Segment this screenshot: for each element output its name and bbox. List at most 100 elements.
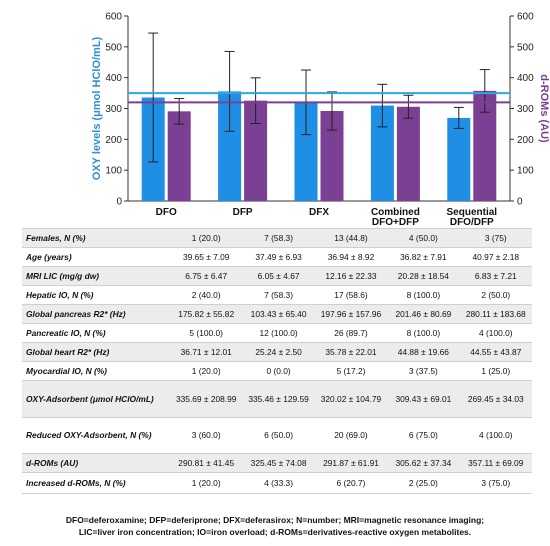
table-cell: 4 (50.0) xyxy=(387,228,460,248)
table-cell: 4 (100.0) xyxy=(459,323,532,343)
table-cell: 3 (37.5) xyxy=(387,361,460,381)
y-axis-left-title: OXY levels (μmol HClO/mL) xyxy=(91,36,103,180)
y-left-tick-label: 500 xyxy=(105,42,122,53)
table-cell: 6.75 ± 6.47 xyxy=(170,266,243,286)
y-right-tick-label: 100 xyxy=(517,166,534,177)
table-cell: 6.05 ± 4.67 xyxy=(242,266,315,286)
category-label: Combined xyxy=(371,207,420,218)
row-label: Pancreatic IO, N (%) xyxy=(22,323,170,343)
table-cell: 197.96 ± 157.96 xyxy=(314,304,388,324)
row-label: Hepatic IO, N (%) xyxy=(22,285,170,305)
bar-droms xyxy=(396,106,420,201)
bar-droms xyxy=(244,100,268,201)
table-cell: 357.11 ± 69.09 xyxy=(459,453,532,473)
bar-oxy xyxy=(294,102,318,201)
table-cell: 4 (100.0) xyxy=(459,417,532,454)
table-row: d-ROMs (AU) 290.81 ± 41.45 325.45 ± 74.08 2… xyxy=(22,453,532,473)
combined-bar-chart: 0 0 100 100 200 200 300 300 400 400 500 500 600 600 OX… xyxy=(91,12,550,229)
y-left-tick-label: 600 xyxy=(105,12,122,23)
bar-oxy xyxy=(370,105,394,201)
table-cell: 305.62 ± 37.34 xyxy=(387,453,460,473)
y-left-tick-label: 300 xyxy=(105,104,122,115)
y-left-tick-label: 200 xyxy=(105,135,122,146)
table-row: Global pancreas R2* (Hz) 175.82 ± 55.82 10… xyxy=(22,304,532,324)
table-cell: 325.45 ± 74.08 xyxy=(242,453,315,473)
table-cell: 280.11 ± 183.68 xyxy=(459,304,532,324)
y-left-tick-label: 0 xyxy=(116,197,122,208)
table-cell: 2 (50.0) xyxy=(459,285,532,305)
table-cell: 291.87 ± 61.91 xyxy=(314,453,388,473)
table-cell: 269.45 ± 34.03 xyxy=(459,380,532,418)
category-label: DFO+DFP xyxy=(372,217,419,228)
table-cell: 1 (25.0) xyxy=(459,361,532,381)
table-cell: 2 (40.0) xyxy=(170,285,243,305)
table-row: Global heart R2* (Hz) 36.71 ± 12.01 25.24 … xyxy=(22,342,532,362)
y-left-tick-label: 400 xyxy=(105,73,122,84)
table-cell: 2 (25.0) xyxy=(387,472,460,494)
table-cell: 175.82 ± 55.82 xyxy=(170,304,243,324)
row-label: Reduced OXY-Adsorbent, N (%) xyxy=(22,417,170,454)
row-label: Myocardial IO, N (%) xyxy=(22,361,170,381)
table-cell: 3 (75.0) xyxy=(459,472,532,494)
row-label: Global pancreas R2* (Hz) xyxy=(22,304,170,324)
table-cell: 1 (20.0) xyxy=(170,228,243,248)
footnote-line-2: LIC=liver iron concentration; IO=iron ov… xyxy=(78,527,472,537)
y-right-tick-label: 400 xyxy=(517,73,534,84)
table-cell: 20.28 ± 18.54 xyxy=(387,266,460,286)
summary-table: Females, N (%) 1 (20.0) 7 (58.3) 13 (44.8) 4… xyxy=(22,228,532,494)
table-row: Reduced OXY-Adsorbent, N (%) 3 (60.0) 6 (5… xyxy=(22,417,532,454)
table-cell: 1 (20.0) xyxy=(170,361,243,381)
table-row: OXY-Adsorbent (μmol HClO/mL) 335.69 ± 208… xyxy=(22,380,532,418)
y-axis-right-title: d-ROMs (AU) xyxy=(538,74,550,143)
row-label: Increased d-ROMs, N (%) xyxy=(22,472,170,494)
table-cell: 39.65 ± 7.09 xyxy=(170,247,243,267)
y-right-tick-label: 500 xyxy=(517,42,534,53)
bar-droms xyxy=(167,111,191,201)
table-cell: 1 (20.0) xyxy=(170,472,243,494)
table-cell: 7 (58.3) xyxy=(242,285,315,305)
table-cell: 25.24 ± 2.50 xyxy=(242,342,315,362)
table-cell: 26 (89.7) xyxy=(314,323,388,343)
bar-oxy xyxy=(218,91,242,201)
table-cell: 37.49 ± 6.93 xyxy=(242,247,315,267)
y-right-tick-label: 300 xyxy=(517,104,534,115)
bar-oxy xyxy=(447,117,471,201)
table-cell: 6.83 ± 7.21 xyxy=(459,266,532,286)
table-cell: 36.71 ± 12.01 xyxy=(170,342,243,362)
table-cell: 6 (75.0) xyxy=(387,417,460,454)
table-cell: 6 (20.7) xyxy=(314,472,388,494)
table-cell: 17 (58.6) xyxy=(314,285,388,305)
row-label: Age (years) xyxy=(22,247,170,267)
table-cell: 7 (58.3) xyxy=(242,228,315,248)
table-cell: 8 (100.0) xyxy=(387,323,460,343)
table-cell: 6 (50.0) xyxy=(242,417,315,454)
table-cell: 0 (0.0) xyxy=(242,361,315,381)
table-cell: 5 (17.2) xyxy=(314,361,388,381)
row-label: OXY-Adsorbent (μmol HClO/mL) xyxy=(22,380,170,418)
table-row: Myocardial IO, N (%) 1 (20.0) 0 (0.0) 5 (17… xyxy=(22,361,532,381)
table-cell: 13 (44.8) xyxy=(314,228,388,248)
category-label: Sequential xyxy=(447,207,498,218)
category-label: DFP xyxy=(233,207,253,218)
table-cell: 36.94 ± 8.92 xyxy=(314,247,388,267)
bar-droms xyxy=(473,90,497,201)
table-cell: 290.81 ± 41.45 xyxy=(170,453,243,473)
table-row: Females, N (%) 1 (20.0) 7 (58.3) 13 (44.8) 4… xyxy=(22,228,532,248)
footnote: DFO=deferoxamine; DFP=deferiprone; DFX=d… xyxy=(0,514,550,538)
table-cell: 12 (100.0) xyxy=(242,323,315,343)
table-cell: 335.69 ± 208.99 xyxy=(170,380,243,418)
table-cell: 320.02 ± 104.79 xyxy=(314,380,388,418)
table-cell: 4 (33.3) xyxy=(242,472,315,494)
table-cell: 35.78 ± 22.01 xyxy=(314,342,388,362)
table-cell: 44.55 ± 43.87 xyxy=(459,342,532,362)
bar-droms xyxy=(320,111,344,201)
row-label: d-ROMs (AU) xyxy=(22,453,170,473)
table-cell: 103.43 ± 65.40 xyxy=(242,304,315,324)
table-cell: 20 (69.0) xyxy=(314,417,388,454)
table-row: Hepatic IO, N (%) 2 (40.0) 7 (58.3) 17 (58.… xyxy=(22,285,532,305)
table-cell: 309.43 ± 69.01 xyxy=(387,380,460,418)
row-label: MRI LIC (mg/g dw) xyxy=(22,266,170,286)
table-cell: 3 (75) xyxy=(459,228,532,248)
table-row: Increased d-ROMs, N (%) 1 (20.0) 4 (33.3) 6… xyxy=(22,472,532,494)
row-label: Global heart R2* (Hz) xyxy=(22,342,170,362)
